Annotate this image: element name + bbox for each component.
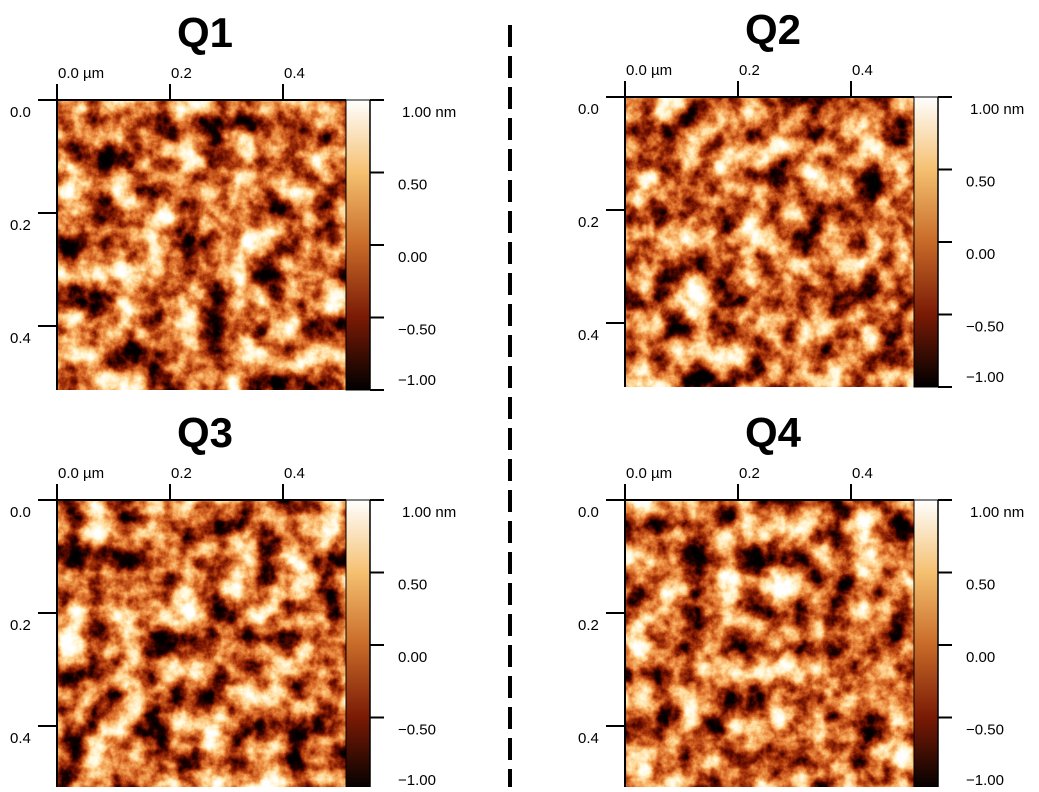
x-tick-label: 0.0 µm	[626, 62, 672, 79]
colorbar-tick-label: 1.00 nm	[970, 101, 1024, 118]
panel: Q1 0.0 µm 0.2 0.4 0.0 0.2 0.4 1.00 nm 0.50 0.00 −0…	[10, 9, 456, 391]
x-tick-label: 0.2	[171, 465, 192, 482]
y-tick-label: 0.4	[10, 730, 31, 747]
colorbar-tick-label: 0.50	[398, 577, 427, 594]
x-tick-label: 0.0 µm	[58, 465, 104, 482]
colorbar-tick-label: −1.00	[398, 372, 436, 389]
y-tick-label: 0.4	[578, 327, 599, 344]
colorbar-tick-label: −1.00	[966, 772, 1004, 787]
y-tick-label: 0.2	[578, 214, 599, 231]
afm-image	[625, 500, 914, 790]
panel: Q4 0.0 µm 0.2 0.4 0.0 0.2 0.4 1.00 nm 0.50 0.00 −0…	[578, 409, 1024, 791]
x-tick-label: 0.4	[284, 465, 305, 482]
afm-image	[625, 97, 914, 387]
colorbar-tick-label: −0.50	[398, 722, 436, 739]
y-tick-label: 0.0	[578, 504, 599, 521]
colorbar	[345, 99, 371, 391]
colorbar-tick-label: −1.00	[398, 772, 436, 787]
y-tick-label: 0.2	[578, 617, 599, 634]
colorbar-tick-label: −0.50	[398, 322, 436, 339]
colorbar-tick-label: 1.00 nm	[402, 504, 456, 521]
afm-image	[57, 500, 346, 790]
colorbar-tick-label: −0.50	[966, 319, 1004, 336]
y-tick-label: 0.0	[578, 101, 599, 118]
x-tick-label: 0.2	[739, 465, 760, 482]
panel-title: Q3	[177, 409, 233, 456]
colorbar-tick-label: 0.00	[398, 249, 427, 266]
colorbar-tick-label: 0.50	[398, 177, 427, 194]
colorbar-tick-label: 0.00	[966, 649, 995, 666]
x-tick-label: 0.4	[284, 65, 305, 82]
colorbar	[913, 96, 939, 388]
y-tick-label: 0.4	[578, 730, 599, 747]
colorbar	[913, 499, 939, 791]
colorbar	[345, 499, 371, 791]
panel: Q2 0.0 µm 0.2 0.4 0.0 0.2 0.4 1.00 nm 0.50 0.00 −0…	[578, 6, 1024, 388]
y-tick-label: 0.2	[10, 217, 31, 234]
x-tick-label: 0.2	[739, 62, 760, 79]
x-tick-label: 0.0 µm	[58, 65, 104, 82]
colorbar-tick-label: 1.00 nm	[402, 104, 456, 121]
y-tick-label: 0.4	[10, 330, 31, 347]
y-tick-label: 0.2	[10, 617, 31, 634]
colorbar-tick-label: −0.50	[966, 722, 1004, 739]
panel-title: Q1	[177, 9, 233, 56]
colorbar-tick-label: 0.00	[398, 649, 427, 666]
panel-title: Q2	[745, 6, 801, 53]
x-tick-label: 0.0 µm	[626, 465, 672, 482]
panel: Q3 0.0 µm 0.2 0.4 0.0 0.2 0.4 1.00 nm 0.50 0.00 −0…	[10, 409, 456, 791]
colorbar-tick-label: 1.00 nm	[970, 504, 1024, 521]
x-tick-label: 0.4	[852, 62, 873, 79]
colorbar-tick-label: −1.00	[966, 369, 1004, 386]
y-tick-label: 0.0	[10, 104, 31, 121]
afm-image	[57, 100, 346, 390]
colorbar-tick-label: 0.00	[966, 246, 995, 263]
x-tick-label: 0.4	[852, 465, 873, 482]
colorbar-tick-label: 0.50	[966, 577, 995, 594]
colorbar-tick-label: 0.50	[966, 174, 995, 191]
y-tick-label: 0.0	[10, 504, 31, 521]
x-tick-label: 0.2	[171, 65, 192, 82]
panel-title: Q4	[745, 409, 802, 456]
